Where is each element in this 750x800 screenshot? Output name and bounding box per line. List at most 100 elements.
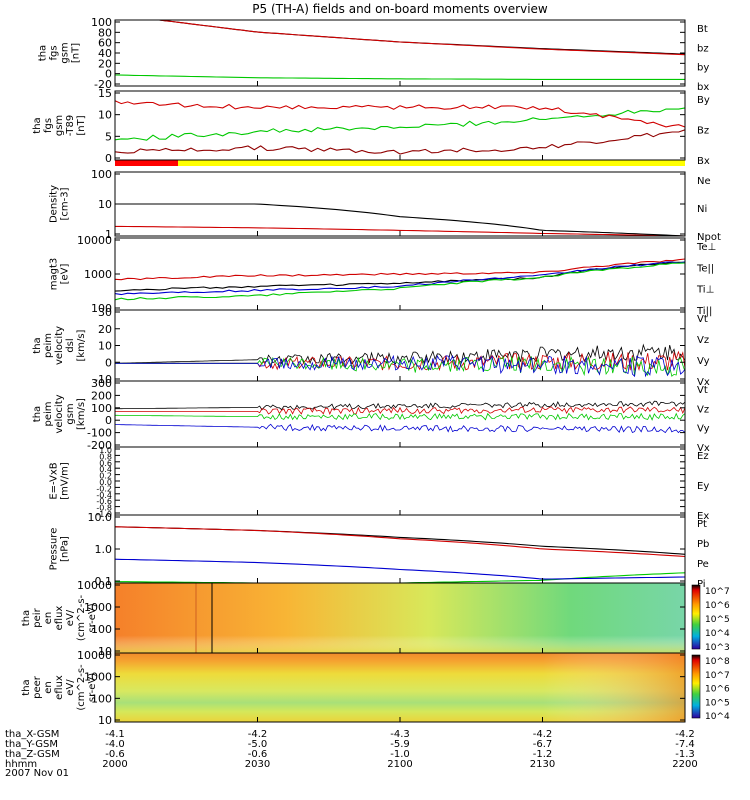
- colorbar-tick-label: 10^3: [705, 643, 730, 653]
- y-tick-label: 0.8: [99, 452, 112, 461]
- y-tick-label: 30: [98, 306, 112, 319]
- colorbar-tick-label: 10^6: [705, 601, 730, 611]
- orbit-value: 2130: [530, 759, 555, 770]
- orbit-value: -4.2: [533, 729, 553, 740]
- orbit-value: -7.4: [675, 739, 695, 750]
- series-te-line: [114, 258, 686, 281]
- orbit-row-label: tha_Y-GSM: [5, 739, 58, 750]
- series-bz-line: [114, 100, 686, 128]
- y-tick-label: 0: [105, 68, 112, 81]
- legend-vy: Vy: [697, 424, 710, 435]
- colorbar-scale: [691, 584, 701, 650]
- series-vx-line: [115, 423, 686, 434]
- legend-by: by: [697, 63, 709, 74]
- y-tick-label: -10: [94, 373, 112, 386]
- y-label-line: sr-eV): [87, 673, 98, 702]
- y-axis-label: tha fgs gsm [nT]: [38, 42, 82, 63]
- legend-npot: Npot: [697, 232, 721, 243]
- y-tick-label: 0.4: [99, 465, 112, 474]
- y-tick-label: 5: [105, 130, 112, 143]
- colorbar-tick-label: 10^8: [705, 657, 730, 667]
- panel-frame: [114, 309, 686, 382]
- panel-7: 1.00.80.60.40.20.0-0.2-0.4-0.6-0.8-1.0 E=…: [49, 446, 710, 522]
- y-tick-label: 0: [105, 356, 112, 369]
- series-bx-line: [114, 129, 686, 155]
- y-label-line: dsl: [65, 338, 76, 352]
- y-tick-label: 0.2: [99, 472, 112, 481]
- y-label-line: eV/: [65, 679, 76, 696]
- colorbar-tick-label: 10^7: [705, 671, 730, 681]
- y-label-line: (cm^2-s-: [76, 594, 87, 641]
- y-tick-label: 20: [98, 323, 112, 336]
- orbit-value: -0.6: [105, 749, 125, 760]
- y-axis-label: tha peir en eflux eV/(cm^2-s-sr-eV): [21, 594, 98, 641]
- y-tick-label: 0: [105, 414, 112, 427]
- legend-ex: Ex: [697, 511, 709, 522]
- y-tick-label: -20: [94, 78, 112, 91]
- y-tick-label: -0.8: [96, 504, 112, 513]
- y-label-line: fgs: [43, 118, 54, 133]
- orbit-row-label: hhmm: [5, 759, 37, 770]
- y-tick-label: 10000: [77, 234, 112, 247]
- y-label-line: [cm-3]: [60, 187, 71, 220]
- y-axis-label: tha peer en eflux eV/(cm^2-s-sr-eV): [21, 664, 98, 711]
- series-vt-line: [115, 400, 686, 411]
- orbit-value: -4.3: [390, 729, 410, 740]
- y-label-line: peim: [43, 401, 54, 426]
- legend-te: Te⊥: [696, 242, 716, 253]
- y-tick-label: 100: [91, 168, 112, 181]
- y-tick-label: 1000: [84, 268, 112, 281]
- y-tick-label: 10000: [77, 649, 112, 662]
- panel-2: 15 10 5 0 tha fgs gsm -T89 [nT] By Bz Bx: [32, 87, 710, 167]
- legend-pb: Pb: [697, 539, 709, 550]
- orbit-value: -5.0: [248, 739, 268, 750]
- y-tick-label: -200: [87, 439, 112, 452]
- y-tick-label: 200: [91, 389, 112, 402]
- y-tick-label: 1000: [84, 671, 112, 684]
- series-ne-line: [115, 225, 686, 237]
- legend-vz: Vz: [697, 335, 709, 346]
- legend-te: Te||: [696, 263, 714, 274]
- colorbar-9: 10^7 10^6 10^5 10^4 10^3: [691, 584, 730, 653]
- y-tick-label: 10: [98, 645, 112, 658]
- orbit-value: -1.0: [390, 749, 410, 760]
- legend-vx: Vx: [697, 443, 710, 454]
- y-axis-label: tha fgs gsm -T89 [nT]: [32, 115, 87, 137]
- y-tick-label: 15: [98, 87, 112, 100]
- orbit-value: 2030: [245, 759, 270, 770]
- y-tick-label: -0.4: [96, 491, 112, 500]
- y-tick-label: 10: [98, 198, 112, 211]
- y-tick-label: 100: [91, 302, 112, 315]
- legend-ne: Ne: [697, 176, 711, 187]
- figure-title: P5 (TH-A) fields and on-board moments ov…: [252, 2, 548, 16]
- colorbar-tick-label: 10^6: [705, 685, 730, 695]
- panel-8: 10.0 1.0 0.1 Pressure [nPa] Pt Pb Pe Pi: [49, 511, 710, 590]
- y-label-line: [eV]: [60, 264, 71, 285]
- series-by-line: [114, 74, 685, 80]
- series-pi-line: [114, 558, 686, 580]
- y-label-line: [nT]: [76, 115, 87, 135]
- mode-bar-fast: [178, 160, 685, 166]
- y-tick-label: 100: [91, 692, 112, 705]
- y-label-line: Density: [49, 185, 60, 223]
- legend-ti: Ti||: [696, 306, 712, 317]
- orbit-value: -4.2: [248, 729, 268, 740]
- y-label-line: gsm: [54, 115, 65, 136]
- legend-bz: bz: [697, 43, 709, 54]
- panel-frame: [114, 90, 686, 161]
- legend-ez: Ez: [697, 451, 709, 462]
- y-tick-label: 10: [98, 714, 112, 727]
- y-label-line: gsm: [65, 403, 76, 424]
- colorbar-10: 10^8 10^7 10^6 10^5 10^4: [691, 654, 730, 722]
- series-bz-line: [115, 19, 686, 56]
- panel-frame: [114, 237, 686, 311]
- y-label-line: magt3: [49, 258, 60, 291]
- orbit-value: -4.1: [105, 729, 125, 740]
- y-label-line: tha: [21, 610, 32, 626]
- legend-bx: Bx: [697, 156, 710, 167]
- y-label-line: velocity: [54, 394, 65, 433]
- panel-5: 30 20 10 0 -10 tha peim velocity dsl [km/s] Vt Vz Vy…: [32, 306, 710, 388]
